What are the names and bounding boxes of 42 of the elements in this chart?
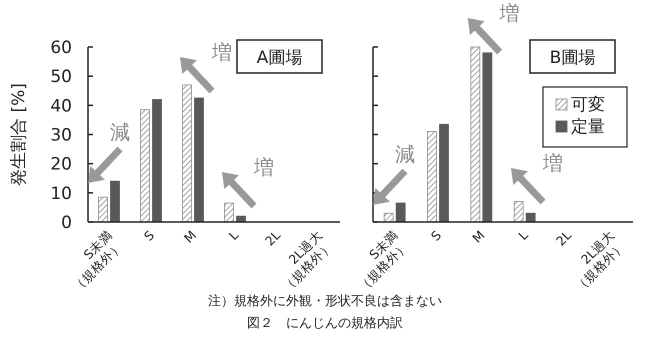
- x-tick-label: L: [515, 227, 531, 244]
- chart-title: A圃場: [256, 48, 302, 68]
- bar: [224, 202, 234, 222]
- bar: [152, 99, 162, 222]
- legend-label: 可変: [571, 95, 605, 115]
- annotation: 減: [110, 120, 130, 144]
- bar: [470, 46, 480, 222]
- y-tick-label: 60: [50, 38, 72, 58]
- bar: [194, 98, 204, 222]
- bar: [514, 201, 524, 222]
- annotation: 減: [395, 142, 415, 166]
- x-tick-label: S: [428, 227, 444, 244]
- legend-label: 定量: [571, 117, 605, 137]
- bar: [482, 52, 492, 222]
- bar: [427, 131, 437, 222]
- x-tick-label: S未満 （規格外）: [69, 228, 126, 295]
- chart-title: B圃場: [550, 48, 596, 68]
- bar: [110, 180, 120, 222]
- text: 注）規格外に外観・形状不良は含まない: [208, 294, 442, 309]
- bar: [98, 196, 108, 222]
- annotation: 増: [211, 40, 232, 64]
- text: 増: [498, 1, 520, 25]
- x-tick-label: M: [180, 228, 200, 246]
- bar: [439, 124, 449, 222]
- y-tick-label: 50: [50, 67, 72, 88]
- caption: 図２ にんじんの規格内訳: [247, 316, 403, 331]
- annotation: 増: [542, 151, 563, 175]
- bar: [140, 109, 150, 222]
- x-tick-label: L: [226, 227, 242, 244]
- x-tick-label: S: [140, 227, 158, 244]
- x-tick-label: S未満 （規格外）: [354, 228, 412, 295]
- y-tick-label: 20: [50, 154, 72, 175]
- y-tick-label: 30: [50, 126, 72, 146]
- x-tick-label: M: [469, 228, 488, 246]
- annotation: 増: [253, 155, 274, 179]
- y-axis-title: 発生割合 [%]: [9, 83, 29, 186]
- x-tick-label: 2L: [262, 227, 284, 249]
- bar: [396, 202, 406, 222]
- y-tick-label: 40: [50, 96, 72, 116]
- bar: [182, 84, 192, 222]
- y-tick-label: 0: [61, 213, 72, 233]
- y-tick-label: 10: [50, 184, 72, 204]
